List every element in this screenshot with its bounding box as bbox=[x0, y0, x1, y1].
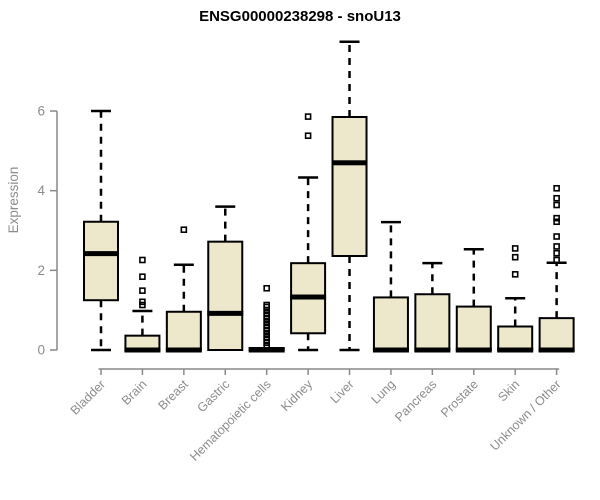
outlier-point bbox=[553, 233, 560, 240]
outlier-point bbox=[553, 243, 560, 250]
x-tick-label-prostate: Prostate bbox=[438, 377, 481, 420]
box bbox=[414, 293, 451, 352]
y-tick-label: 6 bbox=[37, 104, 45, 119]
outlier-point bbox=[263, 284, 270, 292]
chart-title: ENSG00000238298 - snoU13 bbox=[199, 8, 401, 25]
outlier-point bbox=[139, 298, 146, 306]
outlier-point bbox=[304, 132, 312, 140]
x-tick-label-breast: Breast bbox=[156, 377, 192, 413]
y-axis-label: Expression bbox=[6, 167, 21, 234]
outlier-point bbox=[180, 226, 188, 234]
box bbox=[538, 317, 575, 351]
outlier-point bbox=[511, 253, 519, 261]
outlier-point bbox=[139, 287, 146, 294]
box bbox=[331, 115, 368, 258]
outlier-point bbox=[511, 271, 519, 278]
boxplot-kidney bbox=[290, 113, 327, 352]
outlier-point bbox=[553, 201, 560, 209]
y-tick-label: 0 bbox=[37, 343, 45, 358]
outlier-point bbox=[263, 301, 270, 309]
median-line bbox=[124, 347, 161, 353]
median-line bbox=[455, 347, 492, 353]
median-line bbox=[372, 347, 409, 353]
box bbox=[83, 220, 119, 302]
x-tick-label-liver: Liver bbox=[328, 377, 357, 406]
median-line bbox=[414, 347, 451, 353]
outlier-point bbox=[139, 273, 146, 281]
boxplot-pancreas bbox=[414, 261, 451, 353]
boxplot-unknown-other bbox=[538, 184, 575, 353]
boxplot-prostate bbox=[455, 247, 492, 353]
x-tick-label-pancreas: Pancreas bbox=[392, 377, 439, 424]
box bbox=[497, 325, 534, 352]
boxplot-liver bbox=[331, 40, 368, 352]
boxplot-breast bbox=[165, 226, 202, 353]
x-tick-label-skin: Skin bbox=[495, 377, 522, 404]
median-line bbox=[207, 310, 244, 316]
x-tick-label-brain: Brain bbox=[119, 377, 150, 408]
plot-area: 0 2 4 6 Bladder Brain Breast GastricHematopoiet… bbox=[37, 40, 575, 464]
box bbox=[207, 240, 244, 351]
median-line bbox=[497, 347, 534, 353]
outlier-point bbox=[511, 245, 519, 252]
outlier-point bbox=[553, 256, 560, 264]
boxplot-hematopoietic-cells bbox=[248, 284, 285, 353]
boxplot-lung bbox=[372, 220, 409, 353]
median-line bbox=[538, 347, 575, 353]
boxplot-bladder bbox=[83, 109, 119, 352]
x-tick-label-lung: Lung bbox=[368, 377, 398, 407]
box bbox=[372, 296, 409, 352]
x-tick-label-kidney: Kidney bbox=[278, 377, 315, 414]
boxplot-brain bbox=[124, 256, 161, 353]
x-tick-label-bladder: Bladder bbox=[68, 377, 108, 417]
median-line bbox=[248, 347, 285, 353]
outlier-point bbox=[304, 113, 312, 120]
outlier-point bbox=[553, 184, 560, 192]
median-line bbox=[83, 251, 119, 257]
outlier-point bbox=[139, 256, 146, 264]
median-line bbox=[165, 347, 202, 353]
outlier-point bbox=[553, 194, 560, 202]
outlier-point bbox=[553, 218, 560, 226]
median-line bbox=[331, 160, 368, 166]
box bbox=[455, 305, 492, 351]
outlier-point bbox=[553, 249, 560, 257]
x-tick-label-hematopoietic-cells: Hematopoietic cells bbox=[187, 377, 274, 464]
x-tick-label-unknown-other: Unknown / Other bbox=[488, 377, 564, 453]
x-tick-label-gastric: Gastric bbox=[194, 377, 232, 415]
median-line bbox=[290, 294, 327, 300]
boxplot-gastric bbox=[207, 205, 244, 351]
boxplot-skin bbox=[497, 245, 534, 353]
y-tick-label: 2 bbox=[37, 263, 45, 278]
box bbox=[165, 310, 202, 352]
y-tick-label: 4 bbox=[37, 183, 45, 198]
outlier-point bbox=[553, 214, 560, 222]
